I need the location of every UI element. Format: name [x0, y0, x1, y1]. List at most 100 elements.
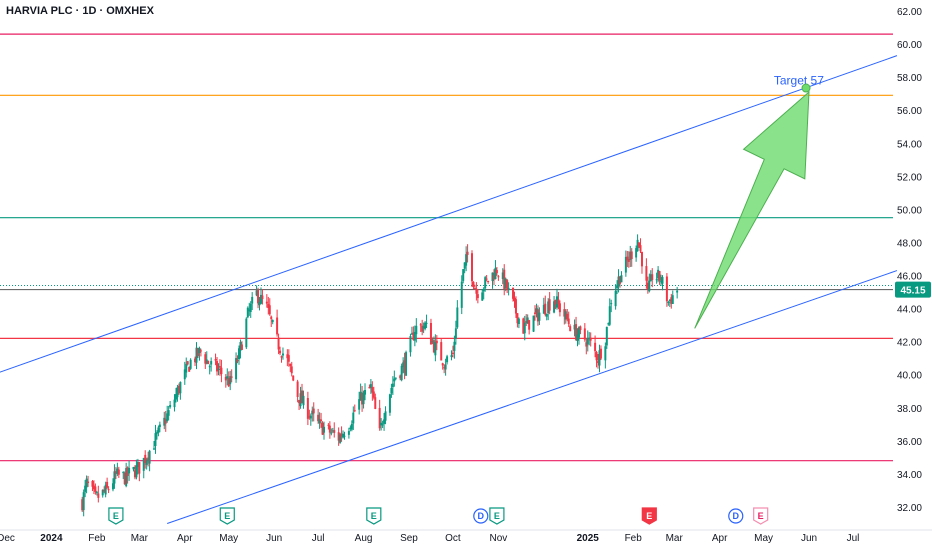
- time-tick-label: 2024: [40, 533, 63, 544]
- candle-body: [639, 245, 642, 252]
- candle-body: [188, 367, 191, 372]
- candle-body: [588, 337, 591, 340]
- candle-body: [517, 318, 520, 324]
- candle-body: [132, 466, 135, 470]
- horizontal-levels: [0, 33, 893, 462]
- candle-body: [369, 384, 372, 389]
- candle-body: [230, 376, 233, 378]
- candle-body: [497, 276, 500, 278]
- candle-body: [349, 427, 352, 429]
- candle-body: [296, 381, 299, 397]
- price-tick-label: 46.00: [897, 272, 922, 283]
- candle-body: [290, 366, 293, 374]
- candle-body: [547, 301, 550, 314]
- earnings-marker-icon: [366, 507, 382, 525]
- time-tick-label: Jul: [847, 533, 860, 544]
- price-tick-label: 62.00: [897, 7, 922, 18]
- candle-body: [106, 481, 109, 488]
- candle-body: [216, 361, 219, 372]
- candle-body: [444, 364, 447, 370]
- time-tick-label: Feb: [625, 533, 643, 544]
- event-marker-label: E: [224, 511, 230, 521]
- event-marker-label: D: [733, 511, 740, 521]
- candle-body: [640, 252, 643, 267]
- candle-body: [320, 419, 323, 421]
- candle-body: [224, 376, 227, 381]
- candle-body: [135, 465, 138, 478]
- dividend-marker-icon: [473, 508, 489, 524]
- candle-body: [122, 472, 125, 474]
- candle-body: [482, 288, 485, 292]
- candle-body: [630, 251, 633, 260]
- candle-body: [545, 313, 548, 317]
- candle-body: [194, 358, 197, 363]
- candle-body: [635, 248, 638, 258]
- candle-body: [226, 376, 229, 379]
- candle-body: [147, 457, 150, 461]
- candle-body: [164, 419, 167, 424]
- price-tick-label: 40.00: [897, 371, 922, 382]
- candle-body: [136, 461, 139, 468]
- time-tick-label: May: [219, 533, 238, 544]
- candle-body: [236, 360, 239, 362]
- candle-body: [668, 299, 671, 301]
- event-marker-label: D: [478, 511, 485, 521]
- time-axis: Dec 2024 Feb Mar Apr May Jun Jul Aug Sep Oct Nov 202…: [0, 529, 932, 544]
- candle-body: [353, 410, 356, 412]
- candle-body: [186, 361, 189, 365]
- candle-body: [368, 387, 371, 389]
- candle-body: [339, 434, 342, 443]
- candle-body: [158, 424, 161, 428]
- price-tick-label: 54.00: [897, 139, 922, 150]
- candle-body: [425, 322, 428, 324]
- candle-body: [271, 319, 274, 323]
- time-tick-label: Mar: [666, 533, 684, 544]
- candle-body: [91, 481, 94, 487]
- candle-body: [340, 433, 343, 437]
- candle-body: [95, 492, 98, 494]
- price-tick-label: 52.00: [897, 172, 922, 183]
- candle-body: [450, 355, 453, 357]
- candle-body: [289, 363, 292, 366]
- candle-body: [126, 467, 129, 476]
- candle-body: [388, 394, 391, 413]
- candle-body: [371, 387, 374, 393]
- candle-body: [536, 309, 539, 322]
- candle-body: [362, 392, 365, 405]
- candle-body: [534, 312, 537, 314]
- candle-body: [104, 484, 107, 495]
- candle-body: [308, 416, 311, 418]
- price-tick-label: 36.00: [897, 437, 922, 448]
- candle-body: [205, 359, 208, 364]
- candle-body: [548, 299, 551, 311]
- candle-body: [328, 425, 331, 433]
- candles: [81, 234, 679, 517]
- candle-body: [412, 332, 415, 341]
- candle-body: [475, 288, 478, 294]
- candle-body: [374, 397, 377, 409]
- candle-body: [608, 306, 611, 325]
- candle-body: [579, 326, 582, 331]
- time-tick-label: May: [754, 533, 773, 544]
- candle-body: [667, 301, 670, 303]
- candle-body: [557, 299, 560, 305]
- current-price-text: 45.15: [900, 286, 925, 297]
- event-marker-label: E: [371, 511, 377, 521]
- candle-body: [399, 375, 402, 379]
- candle-body: [532, 315, 535, 332]
- candle-body: [111, 483, 114, 490]
- candle-body: [523, 322, 526, 334]
- candle-body: [463, 262, 466, 269]
- candle-body: [210, 361, 213, 365]
- candle-body: [566, 313, 569, 320]
- candle-body: [670, 297, 673, 304]
- candle-body: [422, 326, 425, 329]
- candle-body: [535, 308, 538, 313]
- candle-body: [123, 472, 126, 485]
- price-tick-label: 32.00: [897, 503, 922, 514]
- candle-body: [237, 348, 240, 360]
- candle-body: [432, 340, 435, 353]
- candle-body: [638, 242, 641, 247]
- candle-body: [569, 326, 572, 332]
